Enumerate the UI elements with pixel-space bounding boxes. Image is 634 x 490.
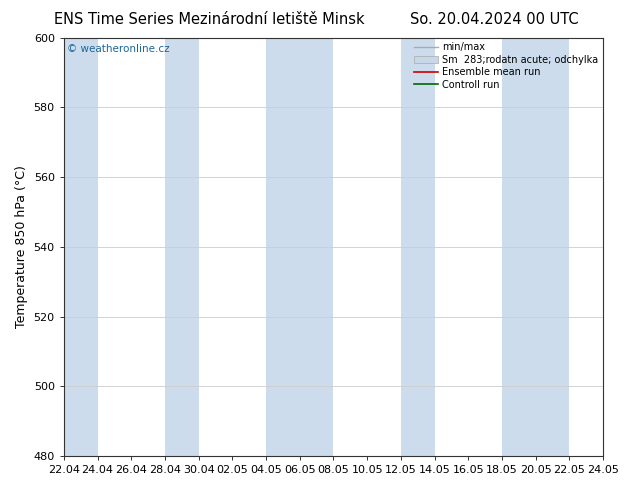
Bar xyxy=(266,38,333,456)
Text: So. 20.04.2024 00 UTC: So. 20.04.2024 00 UTC xyxy=(410,12,579,27)
Bar xyxy=(165,38,198,456)
Text: ENS Time Series Mezinárodní letiště Minsk: ENS Time Series Mezinárodní letiště Mins… xyxy=(54,12,365,27)
Bar xyxy=(401,38,434,456)
Bar xyxy=(502,38,569,456)
Text: © weatheronline.cz: © weatheronline.cz xyxy=(67,44,169,54)
Bar xyxy=(64,38,98,456)
Y-axis label: Temperature 850 hPa (°C): Temperature 850 hPa (°C) xyxy=(15,165,28,328)
Legend: min/max, Sm  283;rodatn acute; odchylka, Ensemble mean run, Controll run: min/max, Sm 283;rodatn acute; odchylka, … xyxy=(411,40,601,93)
